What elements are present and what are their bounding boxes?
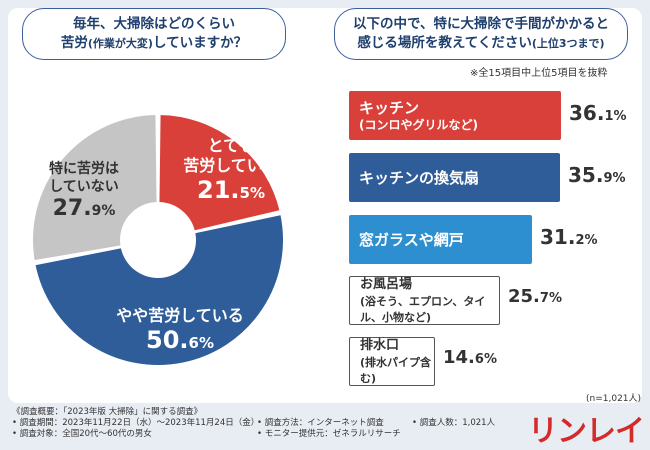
pie-label-1: とても 苦労している 21.5%: [176, 136, 286, 207]
bar-sublabel: (浴そう、エプロン、タイル、小物など): [360, 294, 486, 324]
survey-title: 《調査概要：「2023年版 大掃除」に関する調査》: [12, 407, 203, 417]
survey-provider: • モニター提供元：ゼネラルリサーチ: [257, 429, 401, 439]
question-right-line2a: 感じる場所を教えてください: [357, 35, 532, 51]
footnote: ※全15項目中上位5項目を抜粋: [470, 68, 608, 79]
question-left-line2a: 苦労: [60, 35, 88, 51]
question-right: 以下の中で、特に大掃除で手間がかかると 感じる場所を教えてください(上位3つまで…: [334, 8, 628, 60]
bar-2: キッチンの換気扇: [349, 153, 560, 202]
bar-value-4: 25.7%: [508, 286, 562, 307]
pie-value: 50.6%: [146, 326, 214, 354]
pie-label-text: とても: [207, 136, 255, 155]
survey-method: • 調査方法：インターネット調査: [257, 418, 384, 428]
bar-label: お風呂場: [360, 276, 413, 292]
bar-4: お風呂場 (浴そう、エプロン、タイル、小物など): [349, 276, 500, 325]
pie-slice-very-hard: [157, 112, 282, 233]
question-left: 毎年、大掃除はどのくらい 苦労(作業が大変)していますか？: [22, 8, 286, 60]
bar-sublabel: (排水パイプ含む): [360, 355, 432, 385]
question-right-line1: 以下の中で、特に大掃除で手間がかかると: [353, 16, 609, 32]
bar-label: キッチン: [359, 98, 420, 117]
bar-3: 窓ガラスや網戸: [349, 215, 532, 264]
survey-count: • 調査人数：1,021人: [412, 418, 496, 428]
pie-slice-somewhat-hard: [33, 212, 285, 368]
question-left-line2c: していますか？: [152, 35, 248, 51]
survey-target: • 調査対象：全国20代〜60代の男女: [12, 429, 152, 439]
pie-slice-not-hard: [31, 112, 159, 263]
sample-size-label: (n=1,021人): [586, 394, 642, 404]
bar-sublabel: (コンロやグリルなど): [359, 117, 478, 132]
bar-label: 窓ガラスや網戸: [359, 230, 464, 249]
pie-value: 21.5%: [197, 176, 265, 204]
pie-label-3: 特に苦労はしていない 27.9%: [24, 160, 144, 224]
pie-value: 27.9%: [52, 196, 116, 221]
bar-label: キッチンの換気扇: [359, 168, 480, 187]
bar-label: 排水口: [360, 337, 400, 353]
survey-period: • 調査期間：2023年11月22日（水）〜2023年11月24日（金）: [12, 418, 260, 428]
question-right-line2b: (上位3つまで): [531, 37, 605, 50]
question-left-line2b: (作業が大変): [87, 37, 153, 50]
pie-label-text: やや苦労している: [116, 306, 244, 325]
bar-1: キッチン (コンロやグリルなど): [349, 91, 561, 140]
bar-5: 排水口 (排水パイプ含む): [349, 337, 435, 386]
pie-label-text: 特に苦労は: [49, 161, 119, 177]
pie-label-text: 苦労している: [183, 156, 279, 175]
brand-logo: リンレイ: [528, 414, 645, 449]
bar-value-5: 14.6%: [443, 347, 497, 368]
bar-value-2: 35.9%: [568, 163, 626, 187]
pie-label-text: していない: [49, 179, 119, 195]
pie-label-2: やや苦労している 50.6%: [80, 306, 280, 357]
bar-value-3: 31.2%: [540, 225, 598, 249]
bar-value-1: 36.1%: [569, 101, 627, 125]
question-left-line1: 毎年、大掃除はどのくらい: [72, 16, 235, 32]
